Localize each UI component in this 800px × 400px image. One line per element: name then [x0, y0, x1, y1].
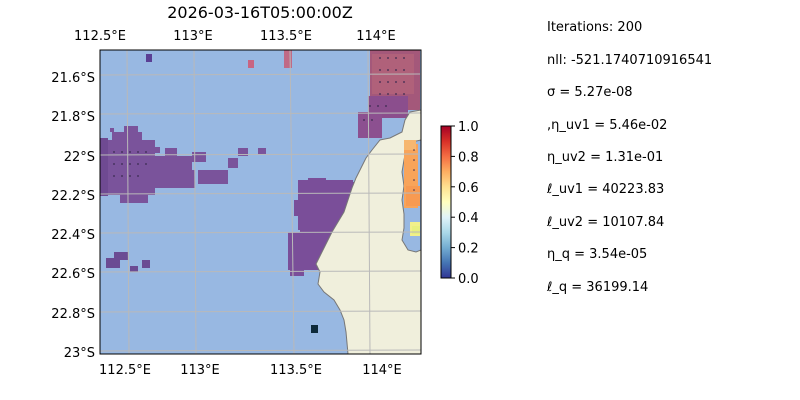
lat-tick-1: 21.6°S	[51, 71, 95, 86]
colorbar-tick-label-2: 0.4	[458, 211, 479, 226]
data-patch-west-edge	[100, 138, 108, 196]
param-sigma: σ = 5.27e-08	[547, 85, 633, 100]
gridlines	[100, 50, 421, 354]
lat-tick-6: 22.6°S	[51, 267, 95, 282]
lat-tick-2: 21.8°S	[51, 110, 95, 125]
param-ell-uv2: ℓ_uv2 = 10107.84	[547, 215, 665, 230]
data-cell-dark	[311, 325, 318, 333]
colorbar	[440, 125, 452, 279]
colorbar-tick-label-1: 0.2	[458, 242, 479, 257]
lon-tick-bottom-4: 114°E	[362, 363, 402, 378]
lat-tick-5: 22.4°S	[51, 228, 95, 243]
colorbar-tick-label-4: 0.8	[458, 150, 479, 165]
data-patch-east	[404, 140, 420, 236]
lat-tick-3: 22°S	[64, 150, 95, 165]
param-ell-q: ℓ_q = 36199.14	[547, 280, 649, 295]
lat-tick-4: 22.2°S	[51, 189, 95, 204]
map-title: 2026-03-16T05:00:00Z	[167, 3, 353, 22]
colorbar-tick-label-5: 1.0	[458, 120, 479, 135]
lon-tick-bottom-1: 112.5°E	[99, 363, 151, 378]
lon-tick-top-3: 113.5°E	[260, 29, 312, 44]
param-ell-uv1: ℓ_uv1 = 40223.83	[547, 182, 665, 197]
data-point-markers-east	[413, 149, 415, 191]
param-eta-q: η_q = 3.54e-05	[547, 247, 648, 262]
param-eta-uv1: ,η_uv1 = 5.46e-02	[547, 118, 668, 133]
lon-tick-top-1: 112.5°E	[74, 29, 126, 44]
lon-tick-bottom-3: 113.5°E	[270, 363, 322, 378]
lon-tick-top-2: 113°E	[173, 29, 213, 44]
lat-tick-7: 22.8°S	[51, 307, 95, 322]
param-eta-uv2: η_uv2 = 1.31e-01	[547, 150, 664, 165]
data-point-markers	[113, 57, 405, 177]
lon-tick-top-4: 114°E	[356, 29, 396, 44]
param-nll: nll: -521.1740710916541	[547, 53, 713, 68]
colorbar-tick-label-0: 0.0	[458, 272, 479, 287]
data-patch-west	[105, 126, 266, 203]
colorbar-ticks	[451, 125, 455, 279]
param-iterations: Iterations: 200	[547, 20, 643, 35]
colorbar-tick-label-3: 0.6	[458, 181, 479, 196]
lat-tick-8: 23°S	[64, 346, 95, 361]
lon-tick-bottom-2: 113°E	[180, 363, 220, 378]
data-patch-southwest	[106, 54, 152, 272]
map-frame	[99, 49, 422, 355]
